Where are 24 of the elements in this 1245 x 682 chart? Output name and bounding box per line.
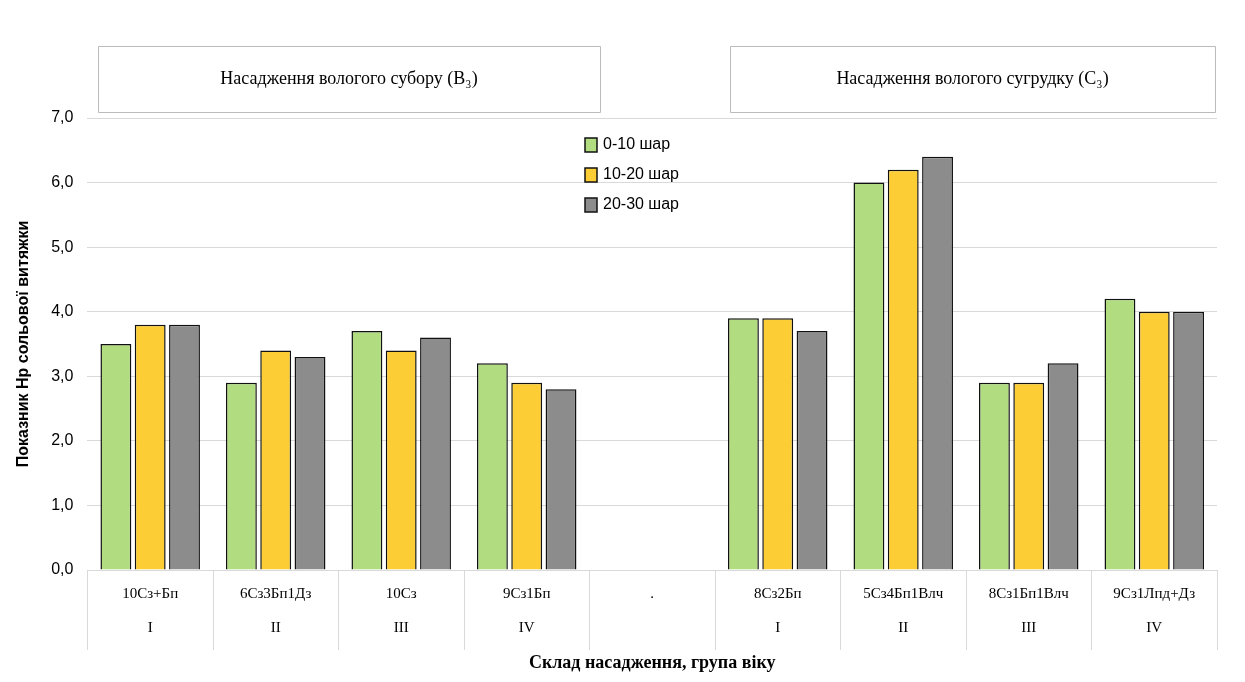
category-label: 10Сз III — [385, 584, 417, 635]
y-tick-label: 1,0 — [51, 495, 74, 513]
category-label: 8Сз2Бп I — [753, 584, 802, 635]
y-tick-label: 0,0 — [51, 560, 74, 578]
y-tick-label: 6,0 — [51, 172, 74, 190]
y-tick-label: 4,0 — [51, 302, 74, 320]
legend-label: 0-10 шар — [603, 135, 671, 153]
category-label: 9Сз1Лпд+Дз IV — [1113, 584, 1196, 635]
y-axis-title: Показник Нр сольової витяжки — [14, 220, 32, 468]
category-label: 5Сз4Бп1Влч II — [863, 584, 944, 635]
y-tick-label: 3,0 — [51, 366, 74, 384]
y-tick-label: 7,0 — [51, 108, 74, 126]
category-label: 6Сз3Бп1Дз II — [239, 584, 312, 635]
y-tick-label: 5,0 — [51, 237, 74, 255]
legend-label: 10-20 шар — [603, 165, 680, 183]
category-label: 9Сз1Бп IV — [502, 584, 551, 635]
category-label: 8Сз1Бп1Влч III — [988, 584, 1069, 635]
category-label: 10Сз+Бп I — [122, 584, 179, 635]
x-tick-label: . — [650, 584, 655, 601]
legend-label: 20-30 шар — [603, 195, 680, 213]
x-axis-title: Склад насадження, група віку — [528, 651, 776, 672]
y-tick-label: 2,0 — [51, 431, 74, 449]
text: Насадження вологого субору (B₃) — [220, 67, 478, 89]
text: Насадження вологого сугрудку (C₃) — [836, 67, 1109, 89]
